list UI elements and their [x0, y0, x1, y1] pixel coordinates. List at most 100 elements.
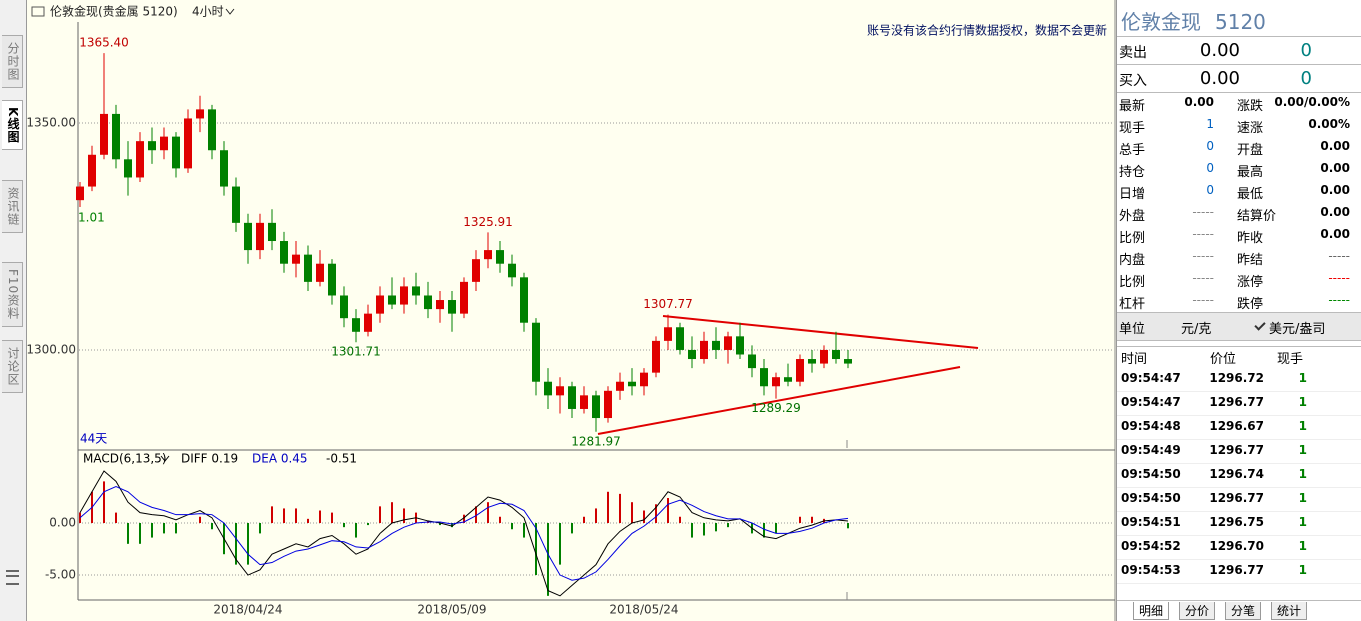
candle-body	[136, 141, 144, 178]
row-line	[1117, 583, 1361, 584]
code: 5120	[1215, 10, 1266, 34]
candle-body	[736, 336, 744, 355]
candle-body	[724, 336, 732, 350]
bottom-tab[interactable]: 分笔	[1225, 602, 1262, 620]
row-line	[1117, 439, 1361, 440]
field-label: 总手	[1119, 143, 1146, 158]
field-label: 最新	[1119, 99, 1146, 114]
unit-option[interactable]: 元/克	[1181, 322, 1212, 337]
span-label: 44天	[80, 432, 107, 446]
side-tab[interactable]: 讨论区	[2, 340, 23, 393]
field-label: 昨结	[1237, 253, 1264, 268]
unit-option[interactable]: 美元/盎司	[1269, 322, 1326, 337]
separator	[1117, 92, 1361, 93]
dropdown[interactable]	[160, 455, 170, 462]
candle-body	[160, 136, 168, 151]
trade-price: 1296.74	[1209, 467, 1264, 481]
row-line	[1117, 535, 1361, 536]
trade-time: 09:54:50	[1121, 467, 1181, 481]
trade-time: 09:54:50	[1121, 491, 1181, 505]
trade-header: 现手	[1277, 352, 1304, 367]
trade-time: 09:54:53	[1121, 563, 1181, 577]
low-label: 1301.71	[331, 345, 381, 359]
candle-body	[448, 300, 456, 314]
candle-body	[340, 295, 348, 319]
candle-body	[124, 159, 132, 178]
field-label: 跌停	[1237, 297, 1264, 312]
field-label: 开盘	[1237, 143, 1264, 158]
candle-body	[556, 386, 564, 396]
field-value: -----	[1192, 205, 1214, 219]
candle-body	[376, 295, 384, 314]
candle-body	[700, 340, 708, 360]
legend: -0.51	[326, 452, 357, 466]
trade-qty: 1	[1298, 563, 1307, 577]
field-value: 0.00%	[1308, 117, 1350, 131]
bottom-tab[interactable]: 明细	[1133, 602, 1170, 620]
side-tab[interactable]: 分时图	[2, 35, 23, 88]
row-line	[1117, 463, 1361, 464]
trend-line[interactable]	[662, 315, 979, 349]
candle-body	[580, 395, 588, 409]
field-value: -----	[1328, 249, 1350, 263]
trade-price: 1296.72	[1209, 371, 1264, 385]
trade-qty: 1	[1298, 491, 1307, 505]
icon	[31, 6, 45, 17]
period[interactable]: 4小时	[192, 5, 224, 19]
field-value: 0.00	[1320, 205, 1350, 219]
candle-body	[292, 254, 300, 264]
trade-price: 1296.70	[1209, 539, 1264, 553]
candle-body	[184, 118, 192, 169]
separator	[1117, 340, 1361, 341]
field-label: 结算价	[1237, 209, 1277, 224]
field-value: 0	[1206, 139, 1214, 153]
high-label: 1325.91	[463, 215, 513, 229]
menu-icon	[6, 570, 19, 585]
candle-body	[256, 222, 264, 251]
candle-body	[172, 136, 180, 169]
trend-line[interactable]	[597, 366, 961, 435]
candle-body	[244, 222, 252, 251]
trade-header: 时间	[1121, 352, 1148, 367]
macd-title: MACD(6,13,5)	[83, 452, 167, 466]
candle-body	[328, 263, 336, 296]
x-tick-label: 2018/05/09	[417, 603, 486, 617]
side-tab[interactable]: K线图	[2, 100, 23, 151]
field-label: 现手	[1119, 121, 1146, 136]
bottom-tab[interactable]: 统计	[1271, 602, 1308, 620]
field-value: 0.00	[1320, 161, 1350, 175]
candle-body	[664, 327, 672, 341]
x-tick-label: 2018/04/24	[213, 603, 282, 617]
chart-bg	[78, 0, 1115, 621]
candle-body	[616, 381, 624, 391]
candle-body	[640, 372, 648, 387]
dropdown[interactable]	[225, 8, 235, 15]
field-label: 杠杆	[1119, 297, 1146, 312]
candle-body	[520, 277, 528, 323]
field-value: 0.00	[1184, 95, 1214, 109]
candle-body	[388, 295, 396, 305]
candle-body	[676, 327, 684, 350]
side-tab[interactable]: F10资料	[2, 262, 23, 328]
candle-body	[688, 349, 696, 360]
low-label: 1281.97	[571, 434, 621, 448]
candle-body	[568, 386, 576, 409]
row-line	[1117, 559, 1361, 560]
field-label: 最高	[1237, 165, 1264, 180]
trade-time: 09:54:52	[1121, 539, 1181, 553]
row-line	[1117, 487, 1361, 488]
trade-qty: 1	[1298, 539, 1307, 553]
candle-body	[796, 359, 804, 382]
row-line	[1117, 415, 1361, 416]
candle-body	[748, 354, 756, 369]
legend: DIFF 0.19	[181, 452, 238, 466]
candle-body	[712, 340, 720, 350]
bottom-tab[interactable]: 分价	[1179, 602, 1216, 620]
side-tab[interactable]: 资讯链	[2, 180, 23, 233]
candle-body	[628, 381, 636, 387]
field-value: -----	[1328, 293, 1350, 307]
field-value: 0.00	[1320, 139, 1350, 153]
field-value: 0	[1206, 161, 1214, 175]
trade-price: 1296.67	[1209, 419, 1264, 433]
